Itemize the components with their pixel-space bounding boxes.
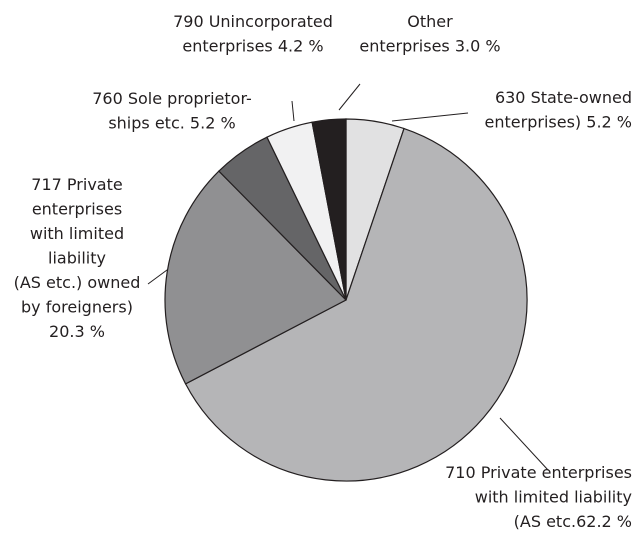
slice-label: enterprises bbox=[32, 200, 122, 219]
slice-label: with limited liability bbox=[475, 488, 632, 507]
value-label: 20.3 % bbox=[49, 322, 105, 341]
slice-label: Other bbox=[407, 12, 453, 31]
pie-slice bbox=[311, 118, 347, 301]
value-label: 5.2 % bbox=[586, 113, 632, 132]
category-label: 760 Sole proprietor- bbox=[92, 89, 252, 108]
category-label: 790 Unincorporated bbox=[173, 12, 333, 31]
category-label: 717 Private bbox=[31, 175, 122, 194]
value-label: 62.2 % bbox=[576, 512, 632, 531]
category-label: enterprises bbox=[32, 200, 122, 219]
category-label: enterprises bbox=[359, 37, 449, 56]
slice-label: 717 Private bbox=[31, 175, 122, 194]
value-label: 4.2 % bbox=[278, 37, 324, 56]
leader-line bbox=[291, 100, 295, 122]
category-label: (AS etc. bbox=[514, 512, 576, 531]
slice-label: 790 Unincorporated bbox=[173, 12, 333, 31]
category-label: with limited bbox=[30, 224, 124, 243]
category-label: 630 State-owned bbox=[495, 88, 632, 107]
category-label: 710 Private enterprises bbox=[445, 463, 632, 482]
slice-label: enterprises) 5.2 % bbox=[485, 113, 632, 132]
slice-label: 710 Private enterprises bbox=[445, 463, 632, 482]
category-label: by foreigners) bbox=[21, 298, 133, 317]
slice-label: with limited bbox=[30, 224, 124, 243]
category-label: enterprises bbox=[182, 37, 272, 56]
slice-label: 630 State-owned bbox=[495, 88, 632, 107]
slice-label: ships etc. 5.2 % bbox=[108, 114, 235, 133]
pie-slice bbox=[184, 127, 528, 482]
leader-line bbox=[499, 417, 549, 471]
slice-label: (AS etc.) owned bbox=[14, 273, 141, 292]
category-label: with limited liability bbox=[475, 488, 632, 507]
category-label: ships etc. bbox=[108, 114, 185, 133]
leader-line bbox=[391, 112, 469, 122]
value-label: 5.2 % bbox=[190, 114, 236, 133]
slice-label: enterprises 3.0 % bbox=[359, 37, 500, 56]
category-label: enterprises) bbox=[485, 113, 582, 132]
value-label: 3.0 % bbox=[455, 37, 501, 56]
pie-slice bbox=[164, 170, 347, 385]
leader-line bbox=[338, 83, 361, 111]
slice-label: (AS etc.62.2 % bbox=[514, 512, 632, 531]
slice-label: by foreigners) bbox=[21, 298, 133, 317]
slice-label: 760 Sole proprietor- bbox=[92, 89, 252, 108]
category-label: (AS etc.) owned bbox=[14, 273, 141, 292]
category-label: liability bbox=[48, 249, 106, 268]
slice-label: liability bbox=[48, 249, 106, 268]
slice-label: enterprises 4.2 % bbox=[182, 37, 323, 56]
category-label: Other bbox=[407, 12, 453, 31]
